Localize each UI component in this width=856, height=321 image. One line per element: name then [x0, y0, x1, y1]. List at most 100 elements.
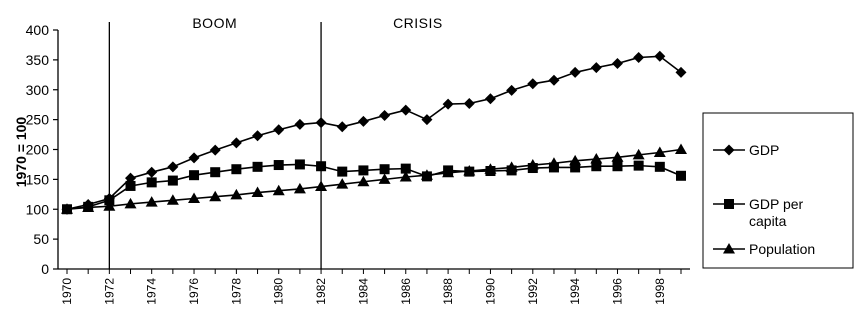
data-point: [146, 177, 157, 188]
x-tick-label: 1996: [610, 278, 624, 305]
data-point: [209, 144, 221, 156]
data-point: [230, 188, 243, 200]
data-point: [167, 161, 179, 173]
series-line: [66, 55, 682, 211]
data-point: [294, 118, 306, 130]
data-point: [400, 163, 411, 174]
data-point: [723, 243, 735, 254]
data-point: [146, 166, 158, 178]
legend-entry-population: Population: [713, 241, 815, 257]
data-point: [442, 166, 455, 178]
data-point: [145, 196, 158, 207]
data-point: [676, 170, 686, 181]
data-point: [590, 62, 602, 74]
series-population: [61, 143, 687, 214]
data-point: [336, 121, 348, 133]
data-point: [506, 84, 518, 96]
data-point: [358, 165, 369, 176]
data-point: [442, 98, 454, 110]
data-point: [188, 152, 200, 164]
x-tick-label: 1970: [60, 278, 74, 305]
data-point: [378, 173, 391, 184]
series-line: [66, 148, 682, 211]
x-tick-label: 1994: [568, 278, 582, 305]
data-point: [400, 104, 412, 116]
data-point: [723, 144, 735, 156]
data-point: [272, 184, 285, 196]
x-tick-label: 1998: [653, 278, 667, 305]
data-point: [316, 161, 327, 172]
data-point: [210, 167, 221, 178]
x-tick-label: 1974: [145, 278, 159, 305]
data-point: [724, 199, 734, 209]
data-point: [252, 161, 263, 172]
y-tick-label: 300: [26, 82, 50, 98]
data-point: [675, 143, 687, 154]
data-point: [527, 78, 539, 90]
data-point: [166, 194, 179, 205]
data-point: [293, 182, 306, 194]
data-point: [612, 161, 623, 172]
data-point: [103, 200, 116, 211]
data-point: [315, 117, 327, 129]
data-point: [230, 137, 242, 149]
data-point: [315, 180, 328, 192]
series-gdp: [61, 50, 687, 215]
y-tick-label: 100: [26, 201, 50, 217]
data-point: [611, 57, 623, 69]
data-point: [611, 151, 624, 162]
data-point: [209, 190, 222, 202]
series-layer: [61, 50, 687, 215]
data-point: [125, 172, 137, 184]
data-point: [252, 130, 264, 142]
data-point: [82, 201, 95, 212]
data-point: [463, 165, 476, 176]
data-point: [336, 178, 349, 189]
y-tick-label: 50: [33, 231, 49, 247]
data-point: [632, 148, 645, 160]
data-point: [590, 153, 603, 164]
data-point: [167, 175, 178, 186]
data-point: [505, 161, 518, 172]
data-point: [379, 109, 391, 121]
data-point: [337, 166, 348, 177]
data-point: [189, 170, 200, 181]
period-label: BOOM: [192, 15, 237, 31]
x-tick-label: 1990: [483, 278, 497, 305]
data-point: [591, 161, 602, 172]
y-tick-label: 400: [26, 22, 50, 38]
y-tick-label: 350: [26, 52, 50, 68]
data-point: [231, 164, 242, 175]
x-tick-label: 1992: [526, 278, 540, 305]
legend-label: capita: [749, 213, 787, 229]
data-point: [484, 93, 496, 105]
x-tick-label: 1978: [229, 278, 243, 305]
data-point: [357, 115, 369, 127]
data-point: [251, 186, 264, 198]
data-point: [273, 160, 284, 171]
data-point: [633, 51, 645, 63]
series-line: [66, 163, 682, 211]
y-tick-label: 0: [41, 261, 49, 277]
data-point: [294, 159, 305, 170]
data-point: [124, 197, 137, 209]
data-point: [654, 161, 665, 172]
legend-label: GDP per: [749, 196, 804, 212]
data-point: [569, 154, 582, 166]
data-point: [463, 97, 475, 109]
data-point: [570, 162, 581, 173]
data-point: [526, 159, 539, 170]
data-point: [633, 160, 644, 171]
x-tick-label: 1976: [187, 278, 201, 305]
data-point: [125, 180, 136, 191]
period-markers: BOOM CRISIS: [108, 15, 442, 269]
y-tick-label: 250: [26, 112, 50, 128]
data-point: [421, 114, 433, 126]
data-point: [379, 164, 390, 175]
x-tick-label: 1982: [314, 278, 328, 305]
data-point: [357, 175, 370, 187]
data-point: [484, 163, 497, 174]
